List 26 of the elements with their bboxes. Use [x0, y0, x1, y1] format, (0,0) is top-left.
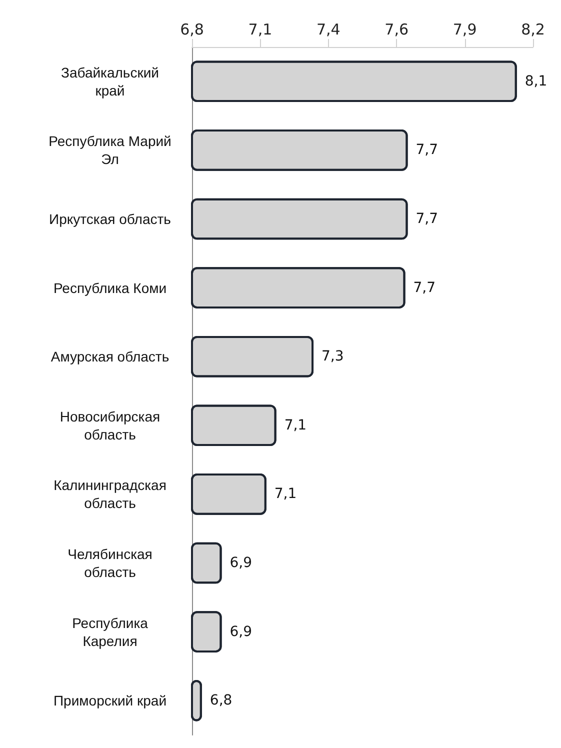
data-label: 7,7	[416, 211, 438, 227]
x-tick-label: 7,1	[248, 20, 272, 38]
y-tick-label: Приморский край	[53, 692, 167, 709]
data-label: 8,1	[524, 73, 548, 90]
x-tick-label: 7,6	[384, 20, 409, 38]
data-label: 7,7	[413, 280, 436, 296]
data-label: 7,7	[416, 142, 438, 158]
y-tick-label: Калининградская область	[54, 477, 166, 512]
y-tick-label: Иркутская область	[49, 211, 171, 227]
data-label: 6,8	[210, 692, 232, 709]
y-tick-label: Республика Марий Эл	[48, 133, 172, 168]
x-tick-label: 6,8	[180, 20, 204, 38]
y-tick-label: Забайкальский край	[61, 64, 159, 98]
x-tick-label: 7,4	[316, 20, 340, 38]
data-label: 7,1	[284, 417, 307, 434]
y-tick-label: Новосибирская область	[60, 408, 160, 442]
y-tick-label: Амурская область	[50, 348, 170, 365]
data-label: 7,1	[274, 486, 297, 502]
x-tick-label: 8,2	[521, 20, 545, 38]
y-tick-label: Республика Карелия	[72, 614, 148, 649]
x-tick-label: 7,9	[452, 20, 477, 38]
data-label: 7,3	[322, 348, 344, 365]
y-tick-label: Челябинская область	[68, 546, 152, 580]
data-label: 6,9	[230, 555, 252, 571]
data-label: 6,9	[230, 624, 252, 640]
y-tick-label: Республика Коми	[53, 280, 167, 296]
